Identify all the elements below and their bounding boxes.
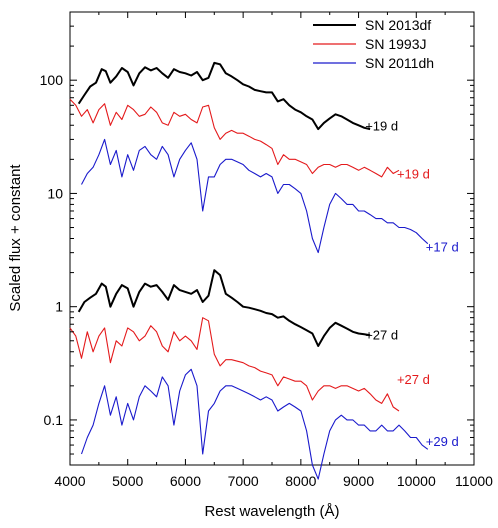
epoch-label: +19 d [397,166,430,181]
epoch-label: +29 d [426,434,459,449]
series-line-1 [69,98,400,178]
x-tick-label: 9000 [343,473,374,489]
y-axis-label: Scaled flux + constant [7,164,24,312]
epoch-label: +27 d [365,327,398,342]
series-line-0 [77,61,371,131]
ticks-layer: 4000 5000 6000 7000 8000 9000 10000 11000 0.1 1 10… [40,12,493,489]
series-layer [69,61,429,480]
legend-label: SN 2013df [365,17,431,33]
y-tick-label: 10 [47,185,63,201]
legend-label: SN 1993J [365,36,426,52]
epoch-label: +17 d [426,239,459,254]
x-tick-label: 8000 [285,473,316,489]
x-tick-label: 4000 [54,473,85,489]
series-line-4 [69,317,400,412]
series-line-3 [77,269,371,347]
series-line-5 [80,368,429,480]
x-tick-label: 6000 [170,473,201,489]
epoch-label: +19 d [365,118,398,133]
x-tick-label: 11000 [455,473,493,489]
x-tick-label: 7000 [228,473,259,489]
x-axis-label: Rest wavelength (Å) [204,503,339,520]
y-tick-label: 1 [55,299,63,315]
epoch-label: +27 d [397,372,430,387]
y-tick-label: 0.1 [44,412,64,428]
x-tick-label: 10000 [397,473,436,489]
legend: SN 2013df SN 1993J SN 2011dh [313,17,434,71]
series-line-2 [81,138,429,254]
y-tick-label: 100 [40,72,64,88]
x-tick-label: 5000 [112,473,143,489]
annotations-layer: +19 d +19 d +17 d +27 d +27 d +29 d [365,118,459,449]
legend-label: SN 2011dh [365,55,434,71]
